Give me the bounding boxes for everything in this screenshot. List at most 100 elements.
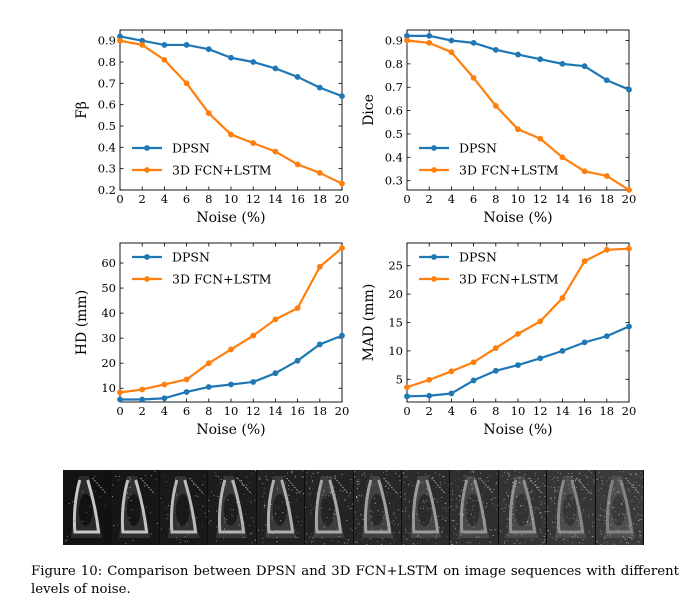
speckle: [596, 478, 598, 480]
speckle: [202, 526, 204, 528]
speckle: [290, 472, 292, 474]
speckle: [537, 478, 539, 480]
speckle: [216, 526, 218, 528]
speckle: [321, 507, 323, 509]
data-point: [183, 42, 190, 48]
speckle: [285, 503, 287, 505]
speckle: [566, 505, 568, 507]
speckle: [355, 496, 357, 497]
speckle: [574, 534, 576, 536]
speckle: [332, 517, 334, 518]
speckle: [419, 482, 421, 484]
speckle: [236, 502, 238, 503]
speckle: [638, 484, 640, 486]
speckle: [608, 502, 610, 504]
speckle: [347, 505, 349, 507]
series-2: [404, 37, 632, 193]
speckle: [160, 498, 162, 499]
speckle: [623, 493, 624, 495]
speckle: [400, 505, 401, 507]
speckle: [468, 478, 470, 479]
speckle: [639, 472, 641, 474]
speckle: [573, 532, 575, 534]
y-tick-label: 0.7: [385, 80, 403, 94]
x-tick-label: 12: [533, 192, 548, 206]
speckle: [365, 544, 367, 545]
y-tick-label: 0.7: [98, 76, 116, 90]
speckle: [592, 522, 594, 523]
speckle: [512, 514, 514, 515]
speckle: [386, 492, 388, 493]
speckle: [547, 506, 549, 508]
speckle: [276, 488, 278, 490]
speckle: [348, 495, 350, 497]
speckle: [456, 498, 458, 500]
speckle: [386, 495, 388, 497]
speckle: [365, 496, 367, 498]
speckle: [530, 513, 532, 515]
speckle: [268, 530, 270, 532]
speckle: [620, 503, 622, 504]
speckle: [524, 508, 526, 510]
speckle: [168, 528, 170, 530]
ventricle-cavity: [78, 494, 93, 526]
speckle: [187, 497, 189, 498]
speckle: [294, 475, 296, 477]
speckle: [512, 498, 513, 499]
speckle: [618, 491, 619, 493]
speckle: [560, 473, 562, 475]
speckle: [295, 499, 297, 501]
speckle: [413, 544, 415, 545]
ultrasound-image: [500, 470, 547, 545]
speckle: [513, 543, 515, 544]
speckle: [501, 475, 503, 477]
speckle: [119, 476, 121, 477]
speckle: [354, 541, 356, 543]
speckle: [633, 508, 635, 510]
speckle: [553, 481, 555, 483]
speckle: [601, 476, 603, 478]
speckle: [157, 523, 159, 524]
ventricle-cavity: [320, 494, 335, 526]
speckle: [530, 539, 532, 540]
speckle: [220, 482, 222, 484]
x-tick-label: 8: [205, 192, 212, 206]
data-point: [161, 395, 168, 402]
speckle: [442, 518, 444, 520]
data-point: [626, 245, 632, 252]
speckle: [578, 525, 580, 527]
speckle: [633, 508, 635, 510]
speckle: [572, 501, 574, 503]
y-tick-label: 0.3: [385, 174, 403, 188]
speckle: [530, 499, 532, 501]
speckle: [513, 483, 515, 485]
speckle: [179, 539, 181, 541]
speckle: [506, 526, 508, 528]
ventricle-cavity: [127, 494, 142, 526]
speckle: [366, 503, 368, 504]
speckle: [441, 496, 443, 498]
speckle: [515, 479, 517, 481]
speckle: [495, 529, 497, 530]
speckle: [266, 479, 268, 481]
speckle: [362, 518, 364, 520]
speckle: [144, 485, 146, 487]
ventricle-wall: [169, 479, 198, 534]
speckle: [640, 514, 642, 516]
speckle: [488, 485, 490, 487]
speckle: [587, 532, 589, 534]
speckle: [387, 524, 388, 526]
noise-frame: [401, 470, 451, 545]
speckle: [309, 487, 311, 489]
speckle: [276, 541, 278, 543]
speckle: [579, 472, 581, 474]
speckle: [428, 475, 430, 477]
speckle: [442, 476, 444, 477]
speckle: [521, 512, 523, 513]
speckle: [330, 477, 332, 479]
speckle: [189, 499, 191, 501]
speckle: [265, 478, 267, 480]
speckle: [344, 499, 346, 501]
legend-marker: [431, 254, 437, 260]
y-tick-label: 40: [101, 306, 116, 320]
